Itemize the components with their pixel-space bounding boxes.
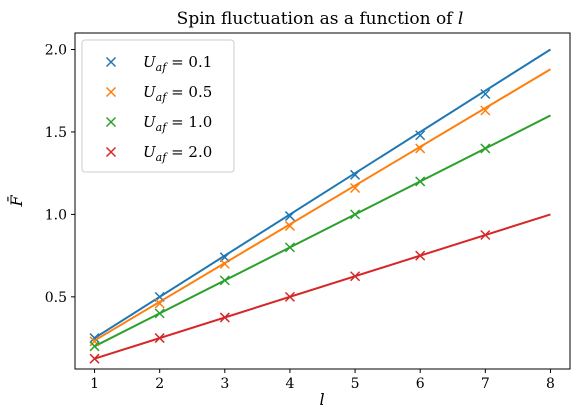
plot-frame — [74, 32, 571, 370]
x-tick-label: 8 — [546, 376, 555, 392]
data-point-marker — [480, 143, 491, 154]
x-axis-ticks: 1 2 3 4 5 6 7 8 — [90, 369, 555, 392]
legend-label: Uaf = 0.5 — [143, 83, 212, 104]
data-point-marker — [480, 229, 491, 241]
legend-marker — [105, 86, 117, 98]
fit-line — [94, 68, 551, 342]
data-point-marker — [415, 143, 426, 154]
legend-marker — [105, 116, 117, 128]
data-point-marker — [154, 308, 165, 319]
legend-label: Uaf = 1.0 — [143, 113, 212, 134]
x-tick-label: 7 — [481, 376, 490, 392]
legend-label: Uaf = 2.0 — [143, 143, 212, 164]
data-point-marker — [350, 182, 361, 194]
fit-line — [94, 48, 551, 339]
x-tick-label: 6 — [416, 376, 425, 392]
data-point-marker — [350, 169, 361, 180]
data-point-marker — [89, 353, 100, 364]
chart-title: Spin fluctuation as a function of l — [177, 9, 464, 29]
fit-line — [94, 213, 551, 360]
legend-label: Uaf = 0.1 — [143, 53, 212, 74]
legend-marker — [105, 146, 117, 158]
data-point-marker — [480, 88, 491, 100]
fit-lines — [94, 48, 551, 360]
data-point-marker — [89, 333, 100, 344]
y-axis-label: F̄ — [5, 195, 26, 208]
data-markers — [89, 88, 491, 364]
data-point-marker — [415, 130, 426, 141]
legend-marker — [105, 56, 117, 68]
data-point-marker — [219, 258, 230, 269]
data-point-marker — [219, 312, 230, 323]
x-axis-label: l — [319, 390, 324, 409]
y-tick-label: 2.0 — [45, 42, 67, 58]
x-tick-label: 2 — [155, 376, 164, 392]
data-point-marker — [415, 250, 426, 261]
x-tick-label: 5 — [351, 376, 360, 392]
x-tick-label: 1 — [90, 376, 99, 392]
data-point-marker — [154, 333, 165, 344]
data-point-marker — [350, 271, 361, 282]
data-point-marker — [480, 105, 491, 116]
y-axis-ticks: 0.5 1.0 1.5 2.0 — [45, 42, 75, 306]
data-point-marker — [415, 176, 426, 187]
data-point-marker — [284, 291, 295, 302]
y-tick-label: 1.5 — [45, 125, 67, 141]
data-point-marker — [89, 341, 100, 352]
fit-line — [94, 114, 551, 348]
legend: Uaf = 0.1 Uaf = 0.5 Uaf = 1.0 Uaf = 2.0 — [81, 39, 235, 173]
data-point-marker — [284, 211, 295, 222]
data-point-marker — [350, 209, 361, 220]
legend-box — [81, 39, 235, 173]
x-tick-label: 4 — [285, 376, 294, 392]
y-tick-label: 0.5 — [45, 290, 67, 306]
data-point-marker — [154, 298, 165, 309]
y-tick-label: 1.0 — [45, 207, 67, 223]
data-point-marker — [284, 220, 295, 231]
data-point-marker — [284, 242, 295, 253]
data-point-marker — [219, 275, 230, 286]
x-tick-label: 3 — [220, 376, 229, 392]
